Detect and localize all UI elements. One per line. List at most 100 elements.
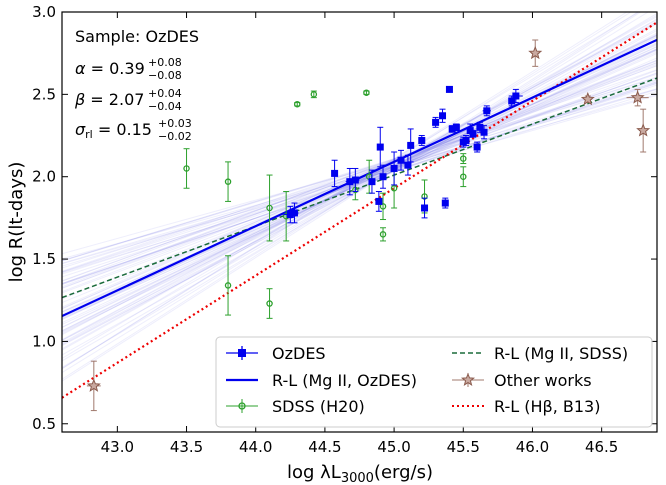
legend-label-rl-mgii-ozdes: R-L (Mg II, OzDES) <box>272 371 417 390</box>
ozdes-point <box>480 128 488 136</box>
y-tick-label: 2.5 <box>32 85 56 103</box>
ozdes-point <box>286 211 294 219</box>
x-tick-label: 43.5 <box>170 438 203 456</box>
fit-sample-line <box>62 79 657 262</box>
y-tick-label: 2.0 <box>32 168 56 186</box>
alpha-lower: −0.08 <box>148 69 182 82</box>
fit-sample-line <box>62 14 657 351</box>
ozdes-point <box>351 176 359 184</box>
ozdes-point <box>483 107 491 115</box>
sample-label: Sample: OzDES <box>75 27 199 46</box>
fit-sample-line <box>62 53 657 319</box>
beta-value: β = 2.07 <box>74 90 144 109</box>
alpha-value: α = 0.39 <box>75 59 145 78</box>
fit-sample-line <box>62 88 657 255</box>
fit-sample-line <box>62 51 657 317</box>
legend-label-rl-hbeta: R-L (Hβ, B13) <box>494 397 600 416</box>
ozdes-point <box>331 169 339 177</box>
fit-sample-line <box>62 89 657 264</box>
fit-sample-line <box>62 12 632 370</box>
ozdes-point <box>452 123 460 131</box>
legend-label-ozdes: OzDES <box>272 344 326 363</box>
fit-sample-line <box>62 12 657 368</box>
ozdes-point <box>379 173 387 181</box>
legend-label-other: Other works <box>494 371 592 390</box>
fit-sample-line <box>62 77 657 262</box>
ozdes-point <box>439 112 447 120</box>
sdss-point <box>183 165 190 172</box>
data-points <box>86 39 651 412</box>
fit-sample-line <box>62 12 628 370</box>
y-tick-label: 1.5 <box>32 250 56 268</box>
ozdes-point <box>346 178 354 186</box>
other-point <box>86 378 101 392</box>
rl-mgii-ozdes-line <box>62 38 657 318</box>
plot-frame <box>61 11 658 433</box>
ozdes-point <box>290 209 298 217</box>
beta-lower: −0.04 <box>148 100 182 113</box>
fit-sample-line <box>62 62 657 288</box>
sdss-point <box>293 100 301 108</box>
fit-sample-line <box>62 60 657 285</box>
fit-sample-line <box>62 16 657 350</box>
x-tick-label: 46.0 <box>516 438 549 456</box>
fit-sample-line <box>62 28 657 345</box>
ozdes-point <box>390 164 398 172</box>
fit-sample-line <box>62 93 657 260</box>
ozdes-point <box>368 178 376 186</box>
star-icon <box>460 372 476 386</box>
sdss-point <box>379 231 387 238</box>
ozdes-point <box>375 197 383 205</box>
ozdes-point <box>421 204 429 212</box>
ozdes-point <box>432 118 440 126</box>
ozdes-point <box>473 143 481 151</box>
sdss-point <box>379 203 387 210</box>
ozdes-point <box>462 136 470 144</box>
y-tick-label: 0.5 <box>32 415 56 433</box>
beta-upper: +0.04 <box>148 87 182 100</box>
x-tick-label: 44.5 <box>308 438 341 456</box>
ozdes-point <box>445 85 453 93</box>
fit-sample-line <box>62 82 657 284</box>
sigma-value: σrl = 0.15 <box>75 120 152 141</box>
fit-sample-line <box>62 40 657 328</box>
fit-sample-line <box>62 12 642 382</box>
sigma-lower: −0.02 <box>158 130 192 143</box>
sdss-point <box>310 91 318 98</box>
axis-ticks: 43.0 43.5 44.0 44.5 45.0 45.5 46.0 46.5 0.5 1.0 1.… <box>32 3 657 456</box>
fit-sample-line <box>62 18 657 362</box>
other-point <box>636 123 651 137</box>
other-point <box>528 45 543 60</box>
sdss-point <box>266 300 273 307</box>
y-tick-label: 3.0 <box>32 3 56 21</box>
other-point <box>580 91 595 106</box>
y-axis-label: log R(lt-days) <box>6 162 27 283</box>
fit-sample-line <box>62 22 657 341</box>
fit-sample-line <box>62 60 657 289</box>
alpha-upper: +0.08 <box>148 56 182 69</box>
ozdes-point <box>404 161 412 169</box>
fit-sample-line <box>62 73 657 273</box>
x-tick-label: 45.0 <box>377 438 410 456</box>
sdss-point <box>224 178 232 185</box>
fit-sample-line <box>62 12 650 373</box>
fit-sample-line <box>62 90 657 274</box>
fit-sample-line <box>62 45 657 319</box>
fit-sample-line <box>62 49 657 320</box>
fit-sample-line <box>62 23 657 356</box>
fit-lines <box>62 21 657 399</box>
x-axis-label: log λL3000(erg/s) <box>287 462 433 485</box>
legend-entry-ozdes: OzDES <box>226 344 326 363</box>
ozdes-point <box>476 123 484 131</box>
fit-sample-line <box>62 46 657 324</box>
legend-label-rl-mgii-sdss: R-L (Mg II, SDSS) <box>494 344 628 363</box>
fit-sample-line <box>62 81 657 284</box>
fit-sample-line <box>62 44 657 308</box>
fit-sample-line <box>62 59 657 304</box>
legend-entry-other: Other works <box>452 371 592 390</box>
ozdes-point <box>469 130 477 138</box>
fit-sample-line <box>62 12 639 380</box>
fit-sample-line <box>62 65 657 282</box>
sdss-point <box>390 184 398 192</box>
